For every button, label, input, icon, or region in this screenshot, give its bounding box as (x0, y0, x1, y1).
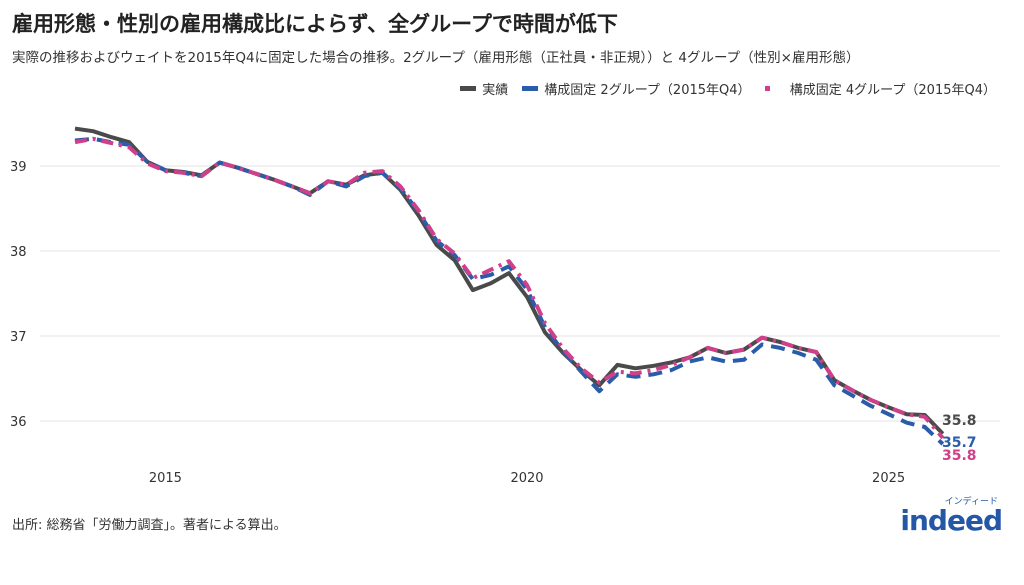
legend: 実績 構成固定 2グループ（2015年Q4） 構成固定 4グループ（2015年Q… (460, 79, 996, 98)
legend-item-actual: 実績 (460, 79, 508, 98)
chart-title: 雇用形態・性別の雇用構成比によらず、全グループで時間が低下 (12, 12, 618, 36)
indeed-logo: インディード indeed (900, 494, 1003, 537)
series-line-2 (74, 136, 945, 440)
logo-word: indeed (900, 504, 1003, 537)
legend-item-fixed2: 構成固定 2グループ（2015年Q4） (522, 79, 751, 98)
end-label: 35.8 (942, 448, 977, 464)
legend-swatch-fixed2 (522, 86, 539, 91)
x-tick-label: 2015 (149, 471, 182, 486)
x-tick-label: 2020 (510, 471, 543, 486)
y-tick-label: 37 (10, 330, 27, 345)
legend-label: 実績 (482, 83, 509, 98)
x-tick-label: 2025 (872, 471, 905, 486)
legend-item-fixed4: 構成固定 4グループ（2015年Q4） (764, 79, 996, 98)
legend-swatch-actual (460, 86, 477, 91)
y-tick-label: 36 (10, 415, 27, 430)
legend-label: 構成固定 4グループ（2015年Q4） (789, 83, 996, 98)
logo-kana: インディード (944, 497, 998, 507)
source-note: 出所: 総務省「労働力調査」。著者による算出。 (12, 518, 287, 533)
end-label: 35.8 (942, 413, 977, 429)
y-tick-label: 38 (10, 245, 27, 260)
series-line-1 (74, 136, 945, 446)
legend-swatch-fixed4 (764, 86, 770, 91)
chart-subtitle: 実際の推移およびウェイトを2015年Q4に固定した場合の推移。2グループ（雇用形… (12, 50, 860, 66)
y-tick-label: 39 (10, 160, 27, 175)
legend-label: 構成固定 2グループ（2015年Q4） (544, 83, 751, 98)
end-label: 35.7 (942, 435, 977, 451)
